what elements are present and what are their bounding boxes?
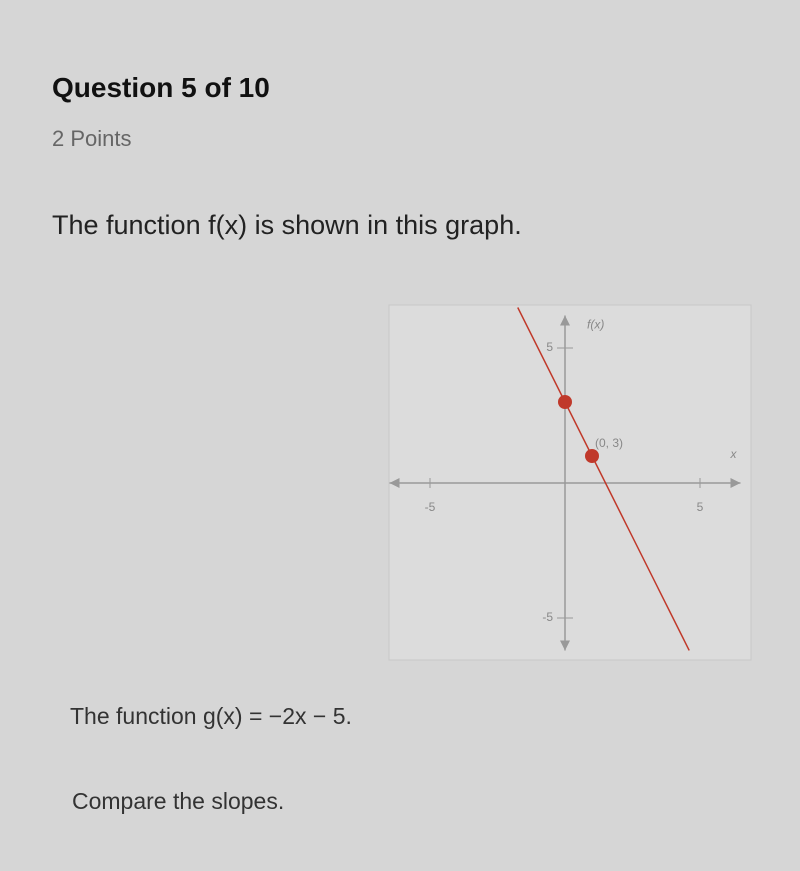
given: The function g(x) = −2x − 5.: [70, 703, 352, 729]
prompt: The function f(x) is shown in this graph…: [52, 210, 522, 240]
points: 2 Points: [52, 126, 132, 151]
point: [585, 449, 599, 463]
x-label: x: [730, 447, 738, 461]
y-tick-label: -5: [542, 610, 553, 624]
question-title: Question 5 of 10: [52, 72, 270, 103]
function-line: [517, 307, 690, 651]
point: [558, 395, 572, 409]
x-tick-label: 5: [697, 500, 704, 514]
task: Compare the slopes.: [72, 788, 285, 814]
x-tick-label: -5: [425, 500, 436, 514]
point-label: (0, 3): [595, 436, 623, 450]
function-label: f(x): [587, 318, 604, 332]
y-tick-label: 5: [546, 340, 553, 354]
